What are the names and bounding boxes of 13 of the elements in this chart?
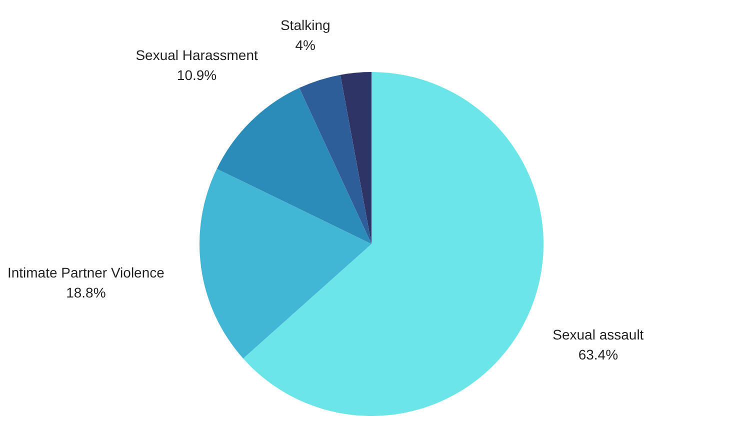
data-label: 18.8% <box>66 284 106 301</box>
data-label: 10.9% <box>176 66 217 83</box>
slice-label: Sexual Harassment <box>136 46 258 63</box>
pie-slice <box>216 88 372 244</box>
pie-slice <box>243 72 544 416</box>
pie-slice <box>200 168 372 359</box>
slice-label: Sexual assault <box>552 326 644 342</box>
pie-slice <box>299 74 372 244</box>
pie-slice <box>340 72 372 244</box>
slice-label: Intimate Partner Violence <box>7 264 165 281</box>
data-label: 4% <box>295 37 316 54</box>
slice-label: Stalking <box>280 17 330 34</box>
data-label: 63.4% <box>578 346 618 362</box>
